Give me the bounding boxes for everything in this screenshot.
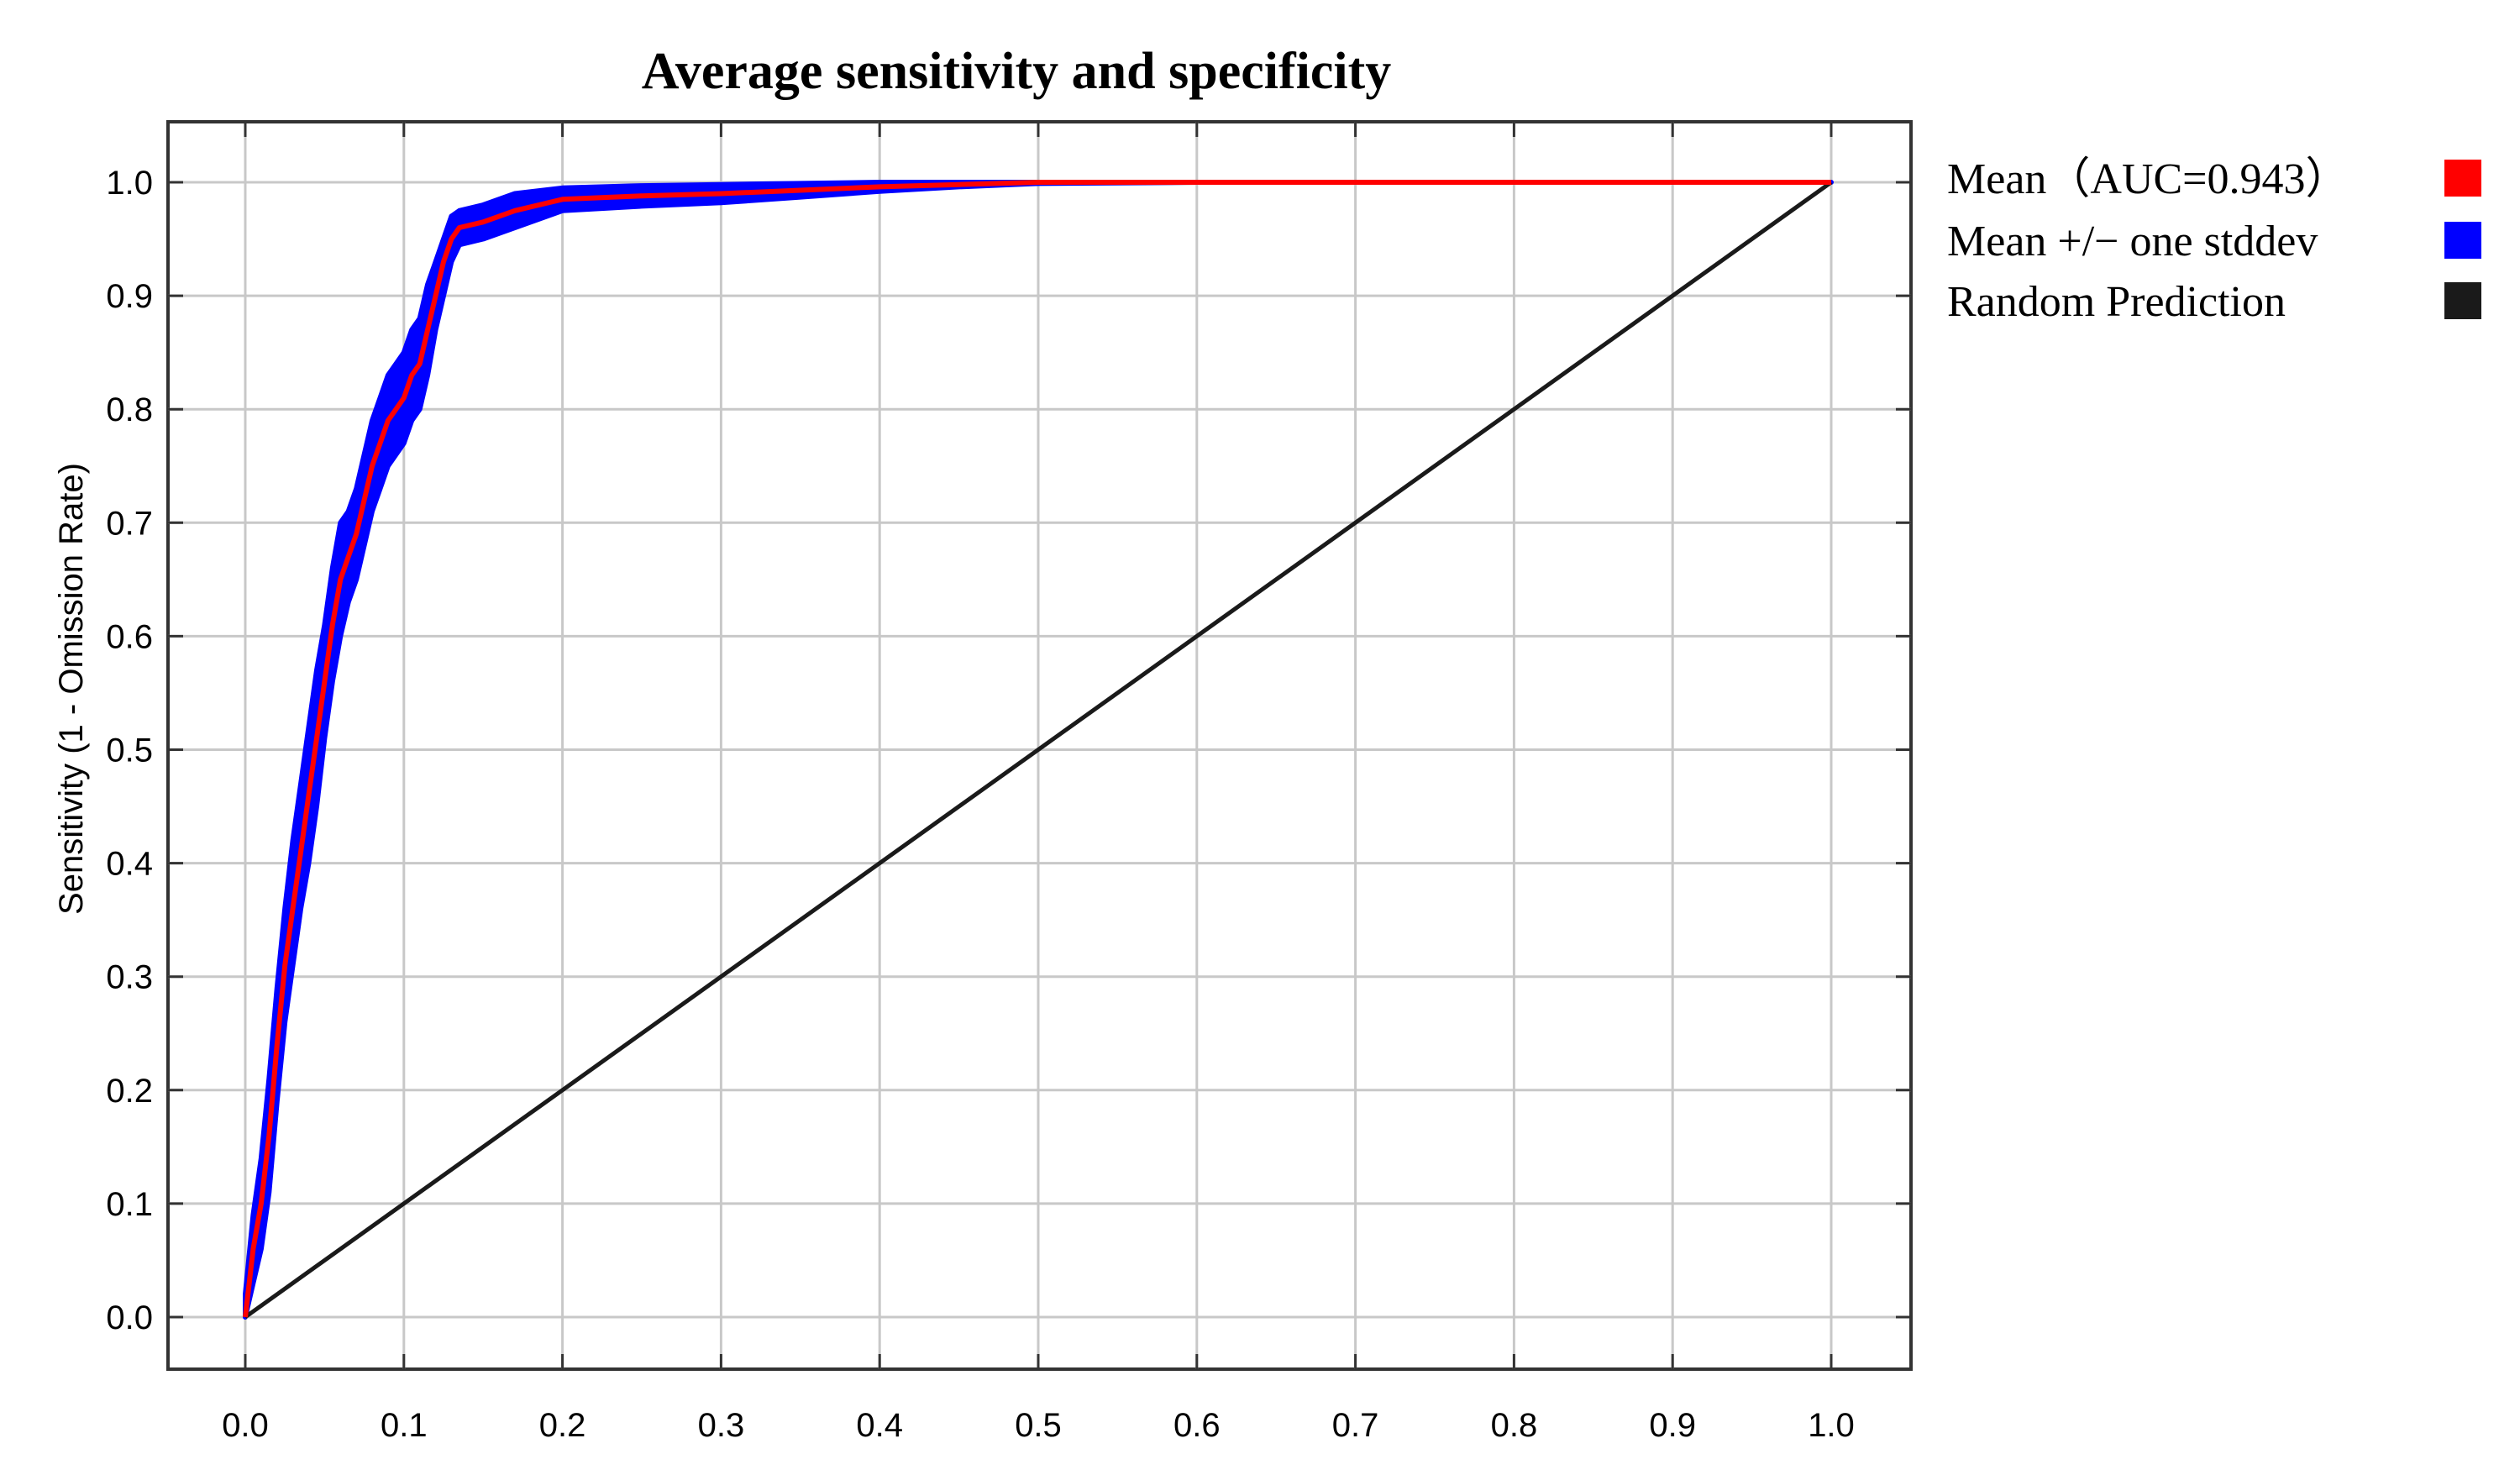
y-tick-label-7: 0.7 — [106, 505, 153, 542]
series — [243, 180, 1834, 1320]
y-tick-label-5: 0.5 — [106, 732, 153, 769]
legend-swatch-1 — [2444, 222, 2481, 259]
grid — [168, 122, 1911, 1369]
mean-line — [243, 180, 1831, 1318]
x-tick-label-3: 0.3 — [698, 1407, 745, 1444]
x-tick-label-2: 0.2 — [539, 1407, 586, 1444]
y-tick-label-8: 0.8 — [106, 391, 153, 428]
random-prediction-line — [244, 180, 1833, 1320]
x-tick-label-1: 0.1 — [381, 1407, 428, 1444]
chart-title: Average sensitivity and specificity — [642, 43, 1392, 100]
y-tick-label-2: 0.2 — [106, 1073, 153, 1110]
legend-label-2: Random Prediction — [1947, 278, 2286, 326]
y-tick-label-0: 0.0 — [106, 1299, 153, 1336]
x-tick-label-4: 0.4 — [856, 1407, 903, 1444]
y-tick-label-10: 1.0 — [106, 165, 153, 202]
x-tick-label-0: 0.0 — [222, 1407, 269, 1444]
y-tick-label-1: 0.1 — [106, 1186, 153, 1223]
legend-swatch-2 — [2444, 282, 2481, 319]
axis-ticks: 0.0 0.1 0.2 0.3 0.4 0.5 0.6 0.7 0.8 0.9 1.0 0.0 0.1 0… — [106, 122, 1911, 1444]
y-tick-label-3: 0.3 — [106, 959, 153, 996]
y-tick-label-6: 0.6 — [106, 618, 153, 655]
x-tick-label-7: 0.7 — [1332, 1407, 1379, 1444]
legend-label-1: Mean +/− one stddev — [1947, 218, 2318, 265]
x-tick-label-8: 0.8 — [1491, 1407, 1538, 1444]
legend-label-0: Mean（AUC=0.943） — [1947, 155, 2349, 203]
x-tick-label-9: 0.9 — [1649, 1407, 1696, 1444]
legend-swatch-0 — [2444, 160, 2481, 197]
legend: Mean（AUC=0.943） Mean +/− one stddev Random… — [1947, 155, 2481, 326]
x-tick-label-5: 0.5 — [1015, 1407, 1062, 1444]
y-tick-label-4: 0.4 — [106, 846, 153, 883]
y-tick-label-9: 0.9 — [106, 278, 153, 315]
x-tick-label-6: 0.6 — [1173, 1407, 1221, 1444]
y-axis-label: Sensitivity (1 - Omission Rate) — [53, 463, 90, 915]
x-tick-label-10: 1.0 — [1808, 1407, 1855, 1444]
